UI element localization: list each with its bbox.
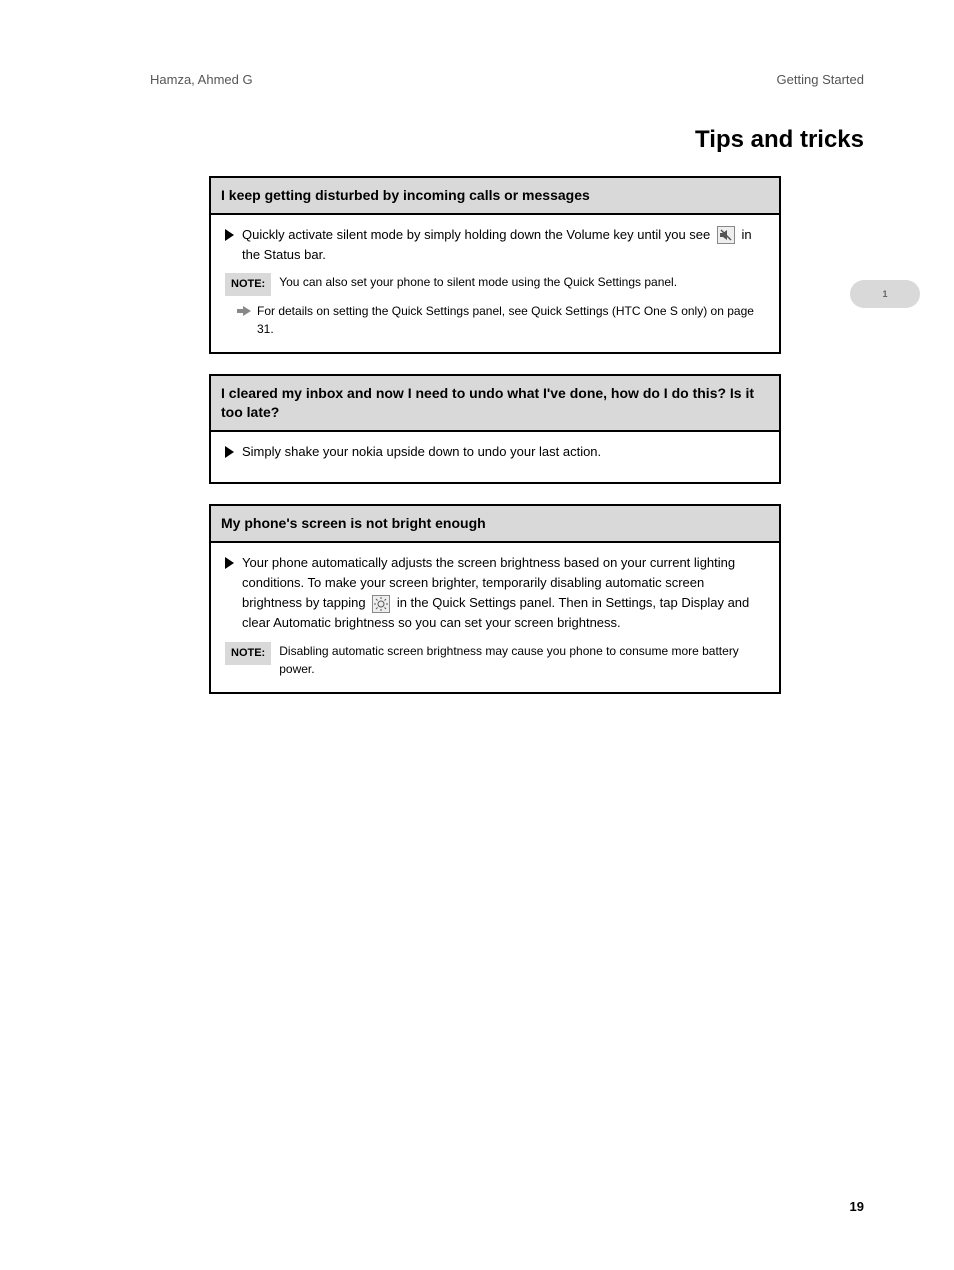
step-row: Quickly activate silent mode by simply h… <box>225 225 767 265</box>
step-text: Simply shake your nokia upside down to u… <box>242 442 767 462</box>
step-line-2a: see <box>689 227 714 242</box>
tip-box-header: I cleared my inbox and now I need to und… <box>211 376 779 432</box>
link-text: For details on setting the Quick Setting… <box>257 302 767 338</box>
note-row: NOTE: You can also set your phone to sil… <box>225 273 767 296</box>
speaker-mute-icon <box>717 226 735 244</box>
tip-box-body: Your phone automatically adjusts the scr… <box>211 543 779 692</box>
breadcrumb-left: Hamza, Ahmed G <box>150 72 253 87</box>
note-badge: NOTE: <box>225 642 271 665</box>
play-triangle-icon <box>225 229 234 241</box>
note-text: Disabling automatic screen brightness ma… <box>279 642 767 678</box>
tip-box-header: My phone's screen is not bright enough <box>211 506 779 543</box>
step-row: Your phone automatically adjusts the scr… <box>225 553 767 634</box>
tip-box-silent-mode: I keep getting disturbed by incoming cal… <box>209 176 781 354</box>
step-line-1: Quickly activate silent mode by simply h… <box>242 227 689 242</box>
breadcrumb-right: Getting Started <box>777 72 864 87</box>
content-column: I keep getting disturbed by incoming cal… <box>209 176 781 714</box>
note-row: NOTE: Disabling automatic screen brightn… <box>225 642 767 678</box>
note-badge: NOTE: <box>225 273 271 296</box>
page-title: Tips and tricks <box>695 126 864 154</box>
tip-box-undo: I cleared my inbox and now I need to und… <box>209 374 781 484</box>
brightness-gear-icon <box>372 595 390 613</box>
link-row: For details on setting the Quick Setting… <box>225 302 767 338</box>
play-triangle-icon <box>225 557 234 569</box>
arrow-right-icon <box>243 306 251 316</box>
link-suffix: . <box>270 322 273 336</box>
page-number: 19 <box>850 1199 864 1214</box>
step-row: Simply shake your nokia upside down to u… <box>225 442 767 462</box>
step-line-5: brightness. <box>557 615 621 630</box>
note-text: You can also set your phone to silent mo… <box>279 273 767 291</box>
tip-box-body: Simply shake your nokia upside down to u… <box>211 432 779 482</box>
step-text: Your phone automatically adjusts the scr… <box>242 553 767 634</box>
step-line-1: Your phone automatically adjusts the scr… <box>242 555 690 570</box>
link-prefix: For details on setting the Quick Setting… <box>257 304 531 318</box>
step-text: Quickly activate silent mode by simply h… <box>242 225 767 265</box>
tip-box-header: I keep getting disturbed by incoming cal… <box>211 178 779 215</box>
step-line-3b: in the Quick Settings panel. Then <box>393 595 588 610</box>
play-triangle-icon <box>225 446 234 458</box>
tip-box-brightness: My phone's screen is not bright enough Y… <box>209 504 781 693</box>
tip-box-body: Quickly activate silent mode by simply h… <box>211 215 779 352</box>
side-chapter-tab: 1 <box>850 280 920 308</box>
